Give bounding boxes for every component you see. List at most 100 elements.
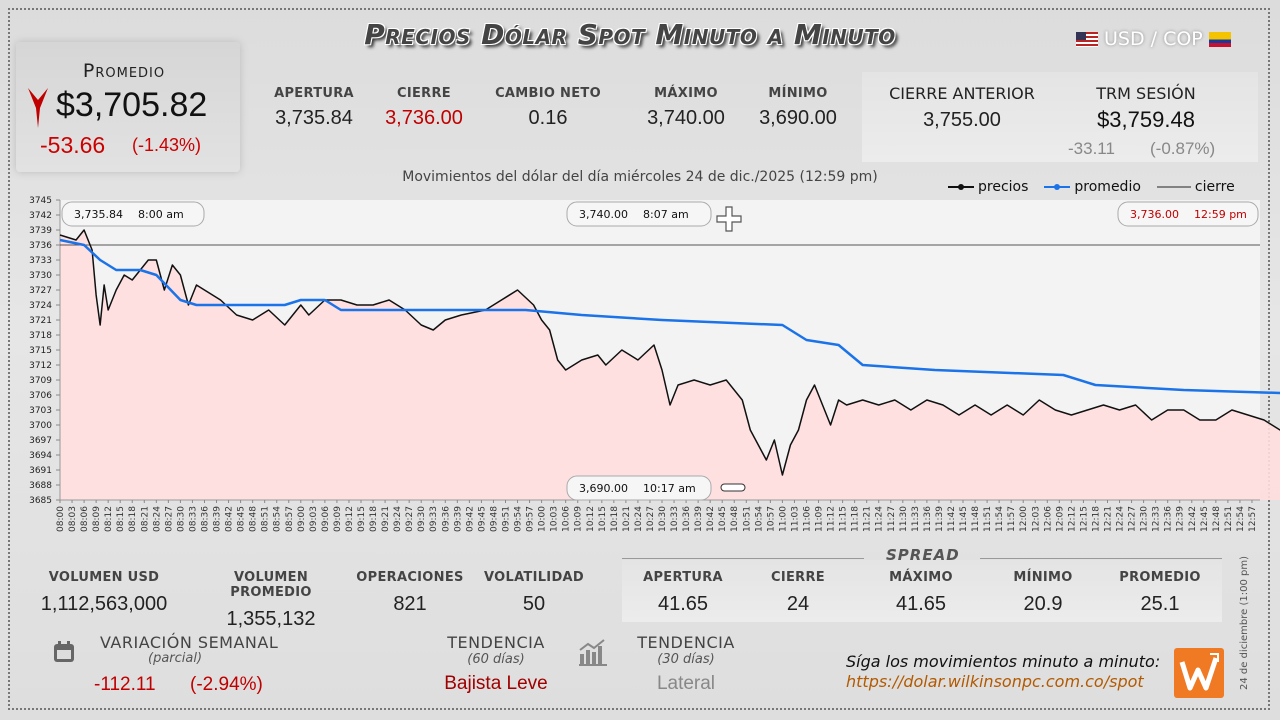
- x-tick-label: 10:15: [598, 506, 608, 532]
- x-tick-label: 11:21: [863, 506, 873, 532]
- variacion-semanal-pct: (-2.94%): [190, 674, 263, 695]
- stat-label: APERTURA: [274, 86, 354, 101]
- x-tick-label: 09:24: [393, 506, 403, 532]
- x-tick-label: 08:30: [176, 506, 186, 532]
- x-tick-label: 12:51: [1224, 506, 1234, 532]
- x-tick-label: 12:06: [1043, 506, 1053, 532]
- x-tick-label: 11:36: [923, 506, 933, 532]
- spread-promedio: PROMEDIO 25.1: [1112, 570, 1208, 616]
- x-tick-label: 10:27: [646, 506, 656, 532]
- tendencia-value: Lateral: [656, 673, 716, 694]
- stat-value: 24: [786, 593, 810, 615]
- y-tick-label: 3745: [29, 196, 52, 206]
- x-tick-label: 08:00: [56, 506, 66, 532]
- chart-legend: precios promedio cierre: [948, 179, 1235, 195]
- x-tick-label: 10:18: [610, 506, 620, 532]
- annotation-time: 12:59 pm: [1194, 208, 1247, 221]
- spread-divider-right: [980, 558, 1222, 559]
- annotation-price: 3,740.00: [579, 208, 628, 221]
- x-tick-label: 09:48: [489, 506, 499, 532]
- x-tick-label: 08:03: [68, 506, 78, 532]
- x-tick-label: 10:03: [550, 506, 560, 532]
- x-tick-label: 12:12: [1067, 506, 1077, 532]
- x-tick-label: 08:21: [140, 506, 150, 532]
- stat-label: VOLATILIDAD: [484, 570, 584, 585]
- x-tick-label: 11:24: [875, 506, 885, 532]
- x-tick-label: 10:39: [694, 506, 704, 532]
- annotation-price: 3,736.00: [1130, 208, 1179, 221]
- site-link[interactable]: https://dolar.wilkinsonpc.com.co/spot: [846, 672, 1144, 691]
- y-tick-label: 3688: [29, 481, 52, 491]
- x-tick-label: 10:09: [574, 506, 584, 532]
- x-tick-label: 09:15: [357, 506, 367, 532]
- x-tick-label: 09:00: [297, 506, 307, 532]
- spread-maximo: MÁXIMO 41.65: [874, 570, 968, 616]
- x-tick-label: 11:54: [995, 506, 1005, 532]
- stat-volatilidad: VOLATILIDAD 50: [480, 570, 588, 616]
- colombia-flag-icon: [1208, 31, 1231, 47]
- x-tick-label: 11:12: [827, 506, 837, 532]
- x-tick-label: 10:33: [670, 506, 680, 532]
- tendencia-value: Bajista Leve: [444, 673, 548, 694]
- average-label: Promedio: [82, 60, 166, 82]
- y-tick-label: 3715: [29, 346, 52, 356]
- x-tick-label: 08:33: [188, 506, 198, 532]
- average-change: -53.66: [40, 132, 106, 158]
- x-tick-label: 12:00: [1019, 506, 1029, 532]
- stat-label: MÍNIMO: [768, 86, 828, 101]
- x-tick-label: 10:06: [562, 506, 572, 532]
- page-title: Precios Dólar Spot Minuto a Minuto: [364, 18, 896, 51]
- y-tick-label: 3685: [29, 496, 52, 506]
- legend-item-cierre: cierre: [1156, 179, 1235, 195]
- stat-label: CIERRE ANTERIOR: [889, 84, 1035, 103]
- stat-value: 3,740.00: [647, 107, 725, 129]
- x-tick-label: 08:12: [104, 506, 114, 532]
- stat-label: TRM SESIÓN: [1096, 84, 1196, 103]
- tendencia-label: TENDENCIA: [447, 633, 545, 652]
- stat-minimo: MÍNIMO 3,690.00: [746, 86, 850, 130]
- x-tick-label: 11:09: [815, 506, 825, 532]
- x-tick-label: 11:00: [778, 506, 788, 532]
- stat-value: 3,736.00: [385, 107, 463, 129]
- x-tick-label: 09:06: [321, 506, 331, 532]
- site-logo[interactable]: [1174, 648, 1224, 698]
- x-tick-label: 09:30: [417, 506, 427, 532]
- x-tick-label: 08:18: [128, 506, 138, 532]
- x-tick-label: 11:51: [983, 506, 993, 532]
- price-chart: 3685 3688 3691 3694 3697 3700 3703 3706 3709 3712…: [29, 196, 1280, 532]
- spread-minimo: MÍNIMO 20.9: [996, 570, 1090, 616]
- x-tick-label: 08:27: [164, 506, 174, 532]
- tendencia-sub: (30 días): [657, 652, 715, 667]
- x-tick-label: 08:36: [200, 506, 210, 532]
- calendar-icon: [54, 641, 74, 662]
- annotation-time: 10:17 am: [643, 482, 696, 495]
- x-tick-label: 10:30: [658, 506, 668, 532]
- chart-title: Movimientos del dólar del día miércoles …: [402, 169, 878, 185]
- stat-value: 821: [393, 593, 427, 615]
- x-tick-label: 11:33: [911, 506, 921, 532]
- follow-text: Síga los movimientos minuto a minuto:: [846, 652, 1161, 671]
- stat-label: MÁXIMO: [889, 570, 953, 585]
- x-tick-label: 12:39: [1176, 506, 1186, 532]
- legend-label: cierre: [1194, 179, 1235, 195]
- variacion-semanal-label: VARIACIÓN SEMANAL: [100, 633, 279, 652]
- stat-value: 41.65: [657, 593, 709, 615]
- stat-value: 50: [522, 593, 546, 615]
- y-tick-label: 3712: [29, 361, 52, 371]
- y-tick-label: 3742: [29, 211, 52, 221]
- x-tick-label: 08:39: [213, 506, 223, 532]
- stat-value: 3,690.00: [759, 107, 837, 129]
- stat-label: MÍNIMO: [1013, 570, 1073, 585]
- y-tick-label: 3703: [29, 406, 52, 416]
- x-tick-label: 12:03: [1031, 506, 1041, 532]
- x-tick-label: 08:15: [116, 506, 126, 532]
- annotation-box: [566, 475, 712, 501]
- x-tick-label: 10:57: [766, 506, 776, 532]
- annotation-box: [1117, 201, 1259, 227]
- stat-cierre: CIERRE 3,736.00: [372, 86, 476, 130]
- x-tick-label: 09:18: [369, 506, 379, 532]
- side-date: 24 de diciembre (1:00 pm): [1239, 556, 1250, 690]
- x-tick-label: 09:51: [501, 506, 511, 532]
- y-tick-label: 3721: [29, 316, 52, 326]
- tendencia-label: TENDENCIA: [637, 633, 735, 652]
